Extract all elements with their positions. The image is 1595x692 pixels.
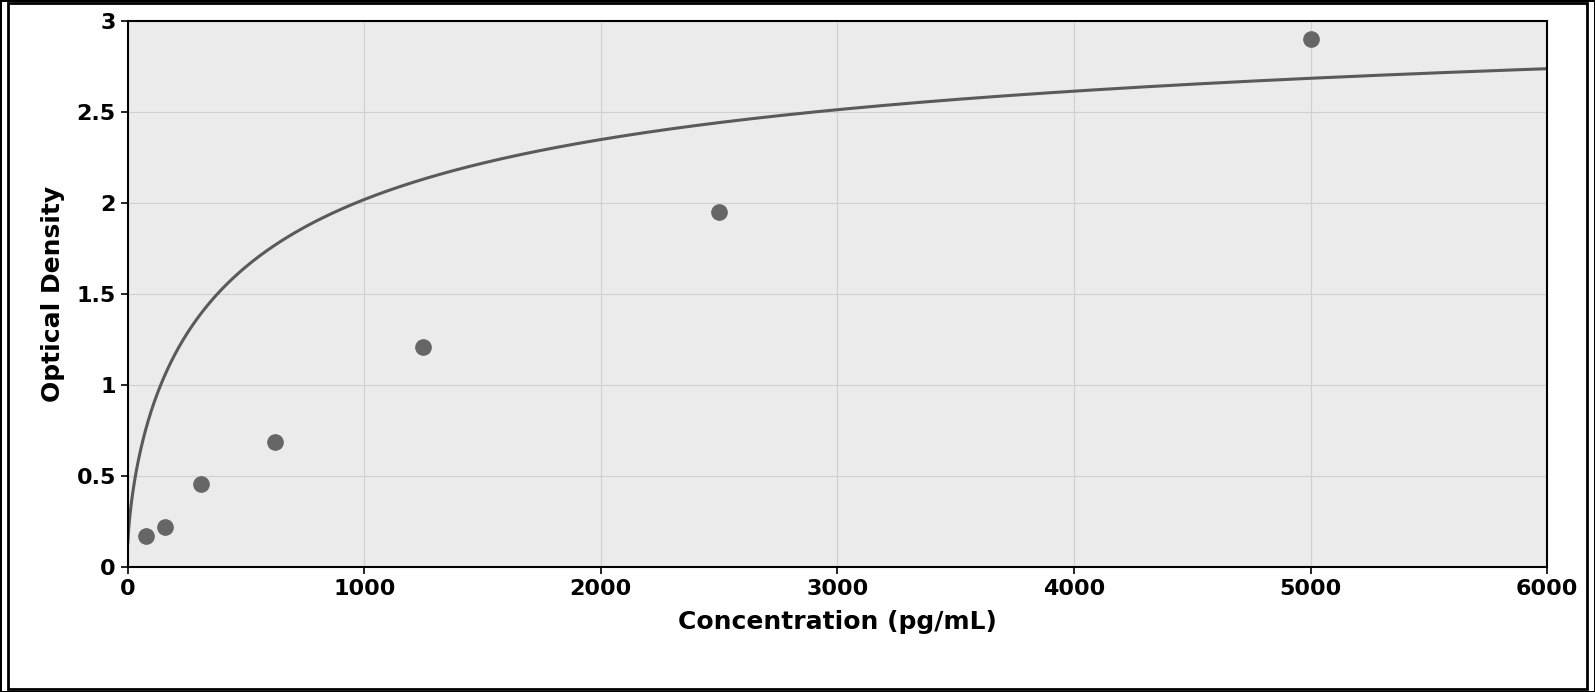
Point — [188, 478, 214, 489]
Point — [152, 522, 177, 533]
Point — [1298, 33, 1324, 44]
X-axis label: Concentration (pg/mL): Concentration (pg/mL) — [678, 610, 997, 635]
Point — [707, 207, 732, 218]
Point — [410, 341, 435, 352]
Point — [263, 436, 289, 447]
Y-axis label: Optical Density: Optical Density — [41, 186, 65, 402]
Point — [134, 531, 160, 542]
